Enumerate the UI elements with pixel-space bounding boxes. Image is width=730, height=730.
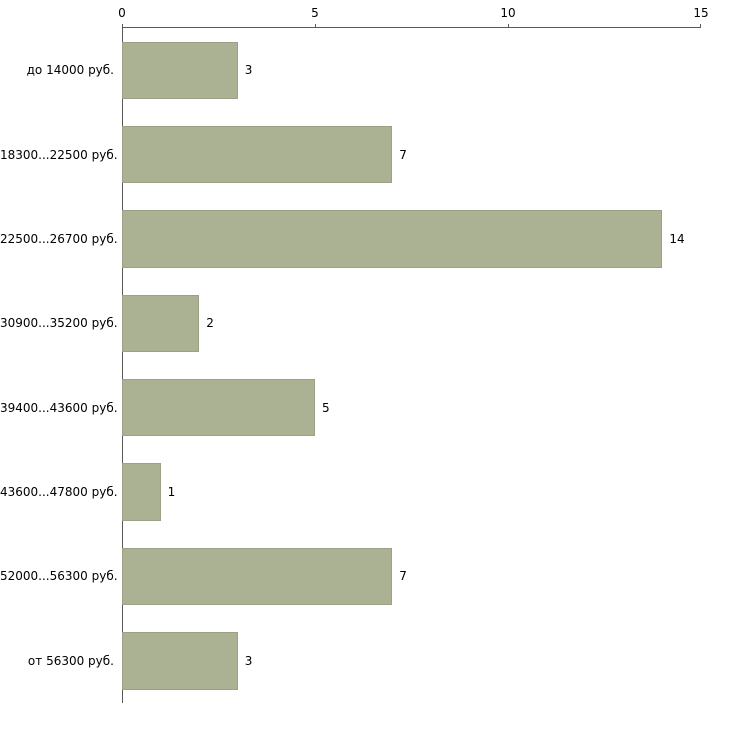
bar-track: 1: [122, 463, 701, 521]
x-axis-tick-label: 5: [311, 6, 319, 20]
value-label: 14: [669, 231, 685, 246]
bar: [122, 41, 238, 99]
value-label: 3: [244, 63, 253, 78]
bar-track: 2: [122, 294, 701, 352]
category-label: 43600...47800 руб.: [0, 485, 118, 500]
value-label: 2: [206, 316, 214, 331]
category-label: от 56300 руб.: [27, 653, 114, 668]
bar: [122, 294, 200, 352]
x-axis-tick: [700, 24, 701, 28]
chart-row: 43600...47800 руб. 1: [0, 450, 730, 534]
value-label: 7: [399, 569, 407, 584]
category-label: 30900...35200 руб.: [0, 316, 118, 331]
value-label: 3: [244, 653, 253, 668]
chart-row: 22500...26700 руб. 14: [0, 197, 730, 281]
value-label: 7: [399, 147, 407, 162]
bar: [122, 379, 315, 437]
category-label: до 14000 руб.: [26, 63, 114, 78]
x-axis-tick: [122, 24, 123, 28]
chart-row: до 14000 руб. 3: [0, 28, 730, 112]
chart-row: 18300...22500 руб. 7: [0, 112, 730, 196]
category-label: 39400...43600 руб.: [0, 400, 118, 415]
bar: [122, 125, 393, 184]
bar-track: 3: [122, 41, 701, 99]
chart-row: от 56300 руб. 3: [0, 619, 730, 703]
x-axis-tick: [314, 24, 316, 28]
bar: [122, 632, 238, 690]
category-label: 18300...22500 руб.: [0, 147, 118, 162]
category-label: 22500...26700 руб.: [0, 231, 118, 246]
bar: [122, 463, 161, 521]
value-label: 5: [321, 400, 330, 415]
y-axis-line: [122, 27, 123, 703]
x-axis-tick-label: 10: [500, 6, 516, 20]
category-label: 52000...56300 руб.: [0, 569, 118, 584]
x-axis-tick-label: 0: [118, 6, 126, 20]
bar-track: 7: [122, 125, 701, 184]
bar-track: 7: [122, 547, 701, 606]
chart-row: 30900...35200 руб. 2: [0, 281, 730, 365]
bar: [122, 547, 393, 606]
bar-track: 14: [122, 210, 701, 268]
x-axis-tick: [507, 24, 509, 28]
chart-rows: до 14000 руб. 3 18300...22500 руб. 7 22500..…: [0, 28, 730, 703]
bar-track: 3: [122, 632, 701, 690]
chart-row: 39400...43600 руб. 5: [0, 366, 730, 450]
bar-track: 5: [122, 379, 701, 437]
x-axis-tick-label: 15: [693, 6, 709, 20]
chart-row: 52000...56300 руб. 7: [0, 534, 730, 618]
x-axis-line: 0 5 10 15: [118, 6, 709, 28]
value-label: 1: [167, 485, 176, 500]
bar: [122, 210, 663, 268]
